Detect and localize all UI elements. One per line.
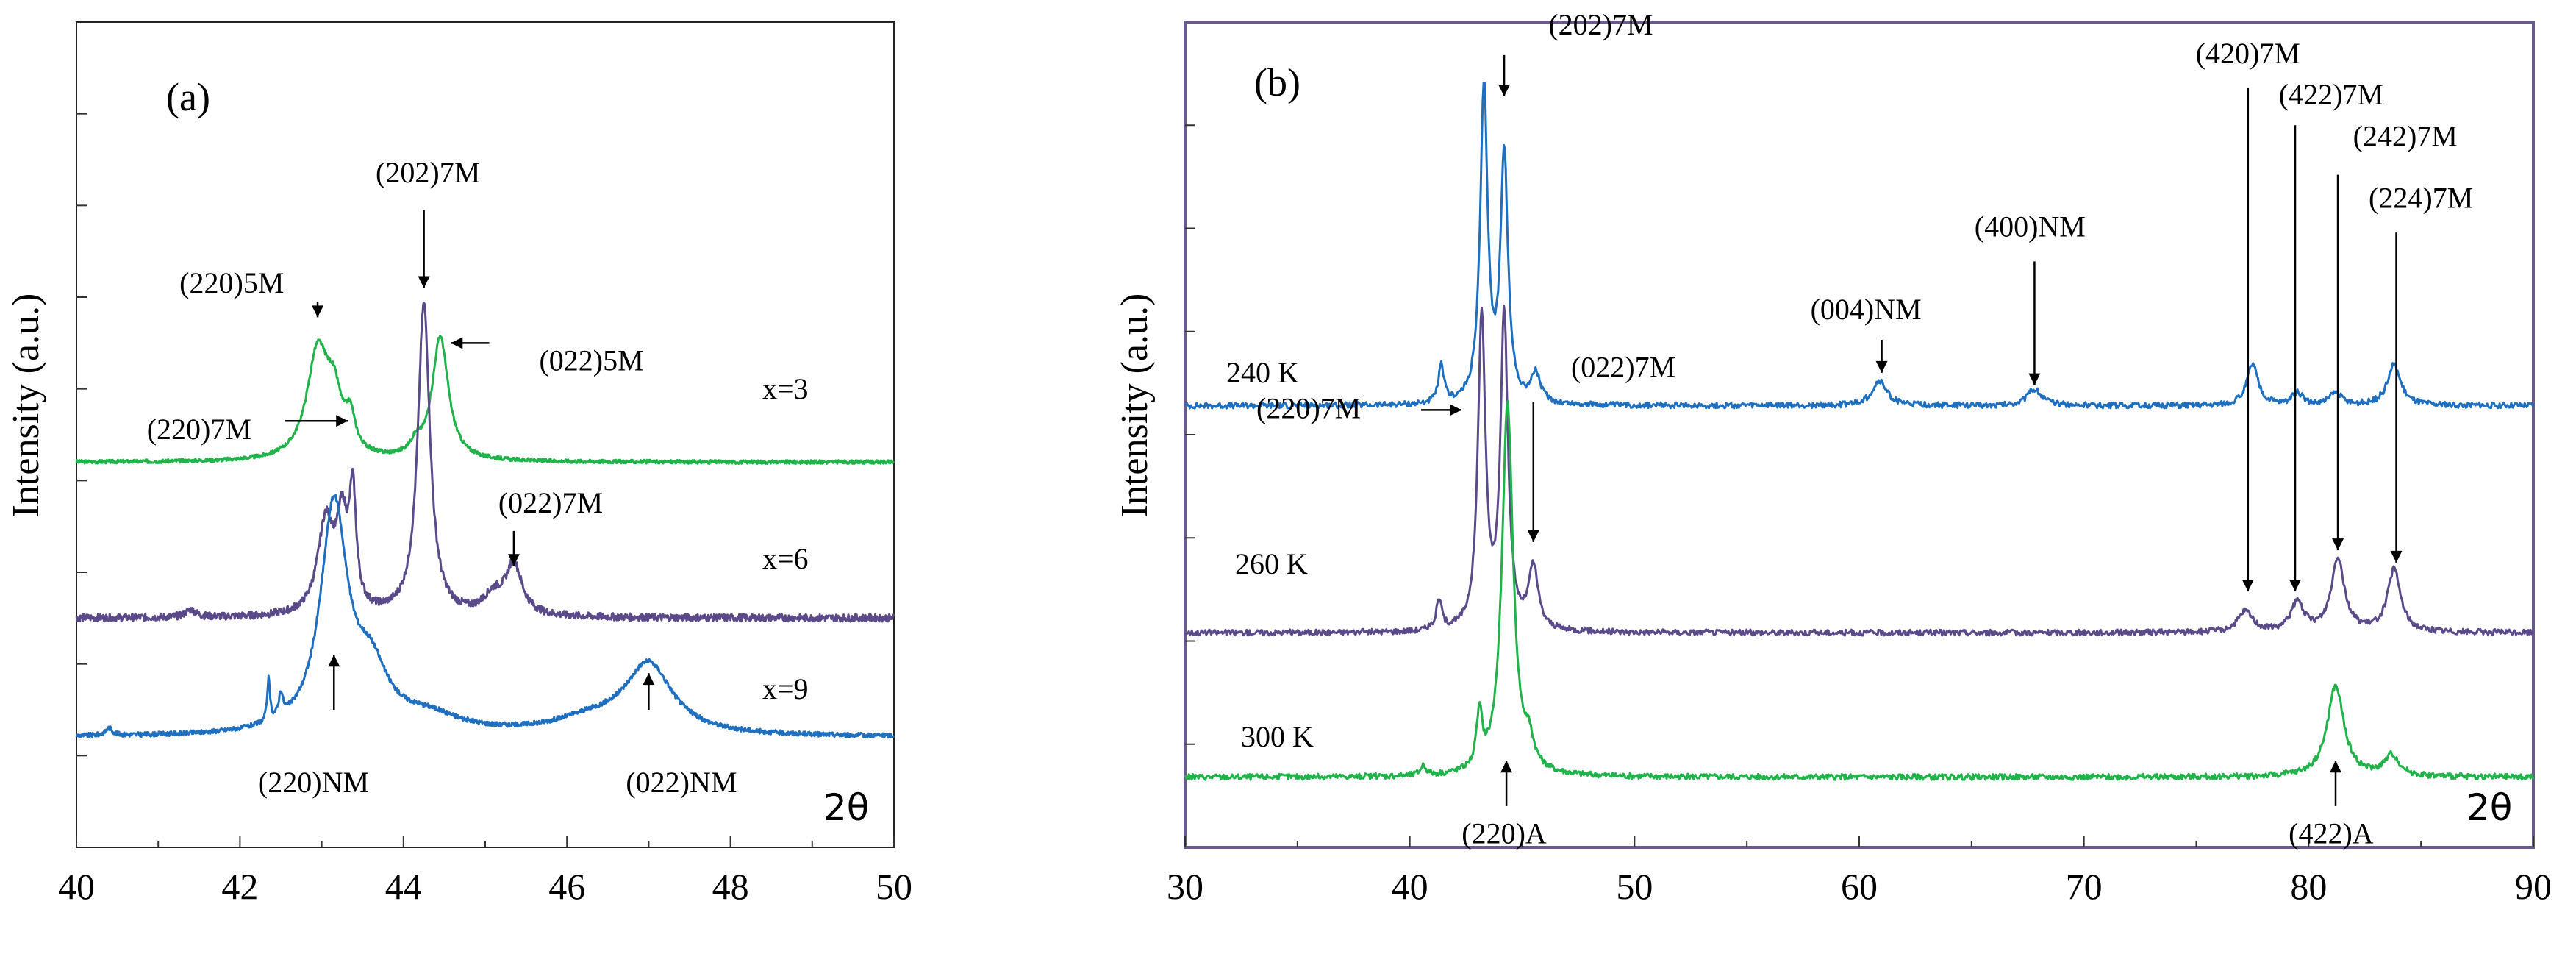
arrow-head (312, 305, 324, 318)
arrow-head (507, 554, 520, 566)
arrow-head (643, 673, 655, 686)
arrow-head (2390, 550, 2403, 563)
peak-annotation: (220)7M (147, 413, 251, 446)
peak-annotation: (022)7M (498, 486, 603, 519)
series-line-300k (1184, 399, 2535, 781)
y-axis-label: Intensity (a.u.) (5, 293, 47, 518)
panel-a: 40 42 44 46 48 50 Intensity (a.u.) (a) 2θ x=3 x=6 x… (5, 21, 912, 907)
peak-annotation: (422)7M (2279, 78, 2383, 111)
x-tick-label: 44 (385, 866, 422, 907)
x-tick-label: 70 (2066, 866, 2103, 907)
arrow-head (2330, 761, 2342, 773)
arrow-head (1500, 761, 1513, 773)
arrow-head (2028, 373, 2041, 385)
peak-annotation: (220)NM (258, 766, 369, 799)
x-tick-label: 40 (1392, 866, 1428, 907)
y-axis-label: Intensity (a.u.) (1114, 293, 1156, 518)
peak-annotation: (022)NM (626, 766, 737, 799)
arrow-head (2242, 580, 2254, 592)
peak-annotation: (220)7M (1256, 392, 1361, 425)
arrow-head (1498, 84, 1511, 96)
arrow-head (1875, 360, 1888, 373)
peak-annotation: (202)7M (1548, 8, 1653, 41)
series-label: 260 K (1235, 547, 1308, 580)
panel-label: (a) (166, 75, 210, 119)
arrow-head (2332, 538, 2344, 551)
series-line-x9 (75, 494, 895, 739)
series-line-260k (1184, 304, 2535, 637)
peak-annotation: (202)7M (376, 156, 480, 189)
x-tick-label: 50 (876, 866, 912, 907)
peak-annotation: (220)5M (179, 266, 284, 299)
plot-frame (1184, 21, 2535, 849)
series-label: 240 K (1226, 356, 1299, 389)
series-label: x=6 (762, 542, 809, 575)
peak-annotation: (224)7M (2369, 181, 2473, 214)
x-tick-label: 42 (221, 866, 258, 907)
series-line-240k (1184, 82, 2535, 410)
series-line-x6 (75, 302, 895, 623)
panel-label: (b) (1254, 60, 1300, 104)
peak-annotation: (420)7M (2196, 37, 2300, 70)
x-tick-label: 48 (712, 866, 749, 907)
arrow-head (418, 276, 430, 288)
peak-annotation: (400)NM (1975, 210, 2086, 243)
x-axis-label: 2θ (823, 786, 869, 829)
peak-annotation: (422)A (2289, 816, 2374, 850)
arrow-head (451, 337, 463, 349)
arrow-head (336, 415, 348, 427)
x-tick-label: 30 (1167, 866, 1203, 907)
arrow-head (1449, 404, 1461, 416)
peak-annotation: (220)A (1461, 816, 1547, 850)
x-axis-label: 2θ (2466, 786, 2512, 829)
series-label: 300 K (1241, 720, 1314, 753)
panel-b: 30 40 50 60 70 80 90 Intensity (a.u.) (b) 2θ 240 K… (1114, 8, 2552, 907)
x-tick-label: 46 (548, 866, 585, 907)
series-label: x=9 (762, 672, 809, 705)
series-line-x3 (75, 335, 895, 466)
arrow-head (328, 655, 340, 667)
peak-annotation: (022)7M (1571, 350, 1675, 383)
peak-annotation: (004)NM (1811, 293, 1922, 326)
x-tick-label: 40 (58, 866, 95, 907)
peak-annotation: (242)7M (2353, 119, 2458, 152)
x-tick-label: 90 (2515, 866, 2552, 907)
arrow-head (1527, 530, 1539, 542)
x-tick-label: 80 (2290, 866, 2327, 907)
arrow-head (2289, 580, 2301, 592)
peak-annotation: (022)5M (539, 344, 643, 377)
x-tick-label: 50 (1616, 866, 1653, 907)
series-label: x=3 (762, 372, 809, 405)
x-tick-label: 60 (1841, 866, 1878, 907)
